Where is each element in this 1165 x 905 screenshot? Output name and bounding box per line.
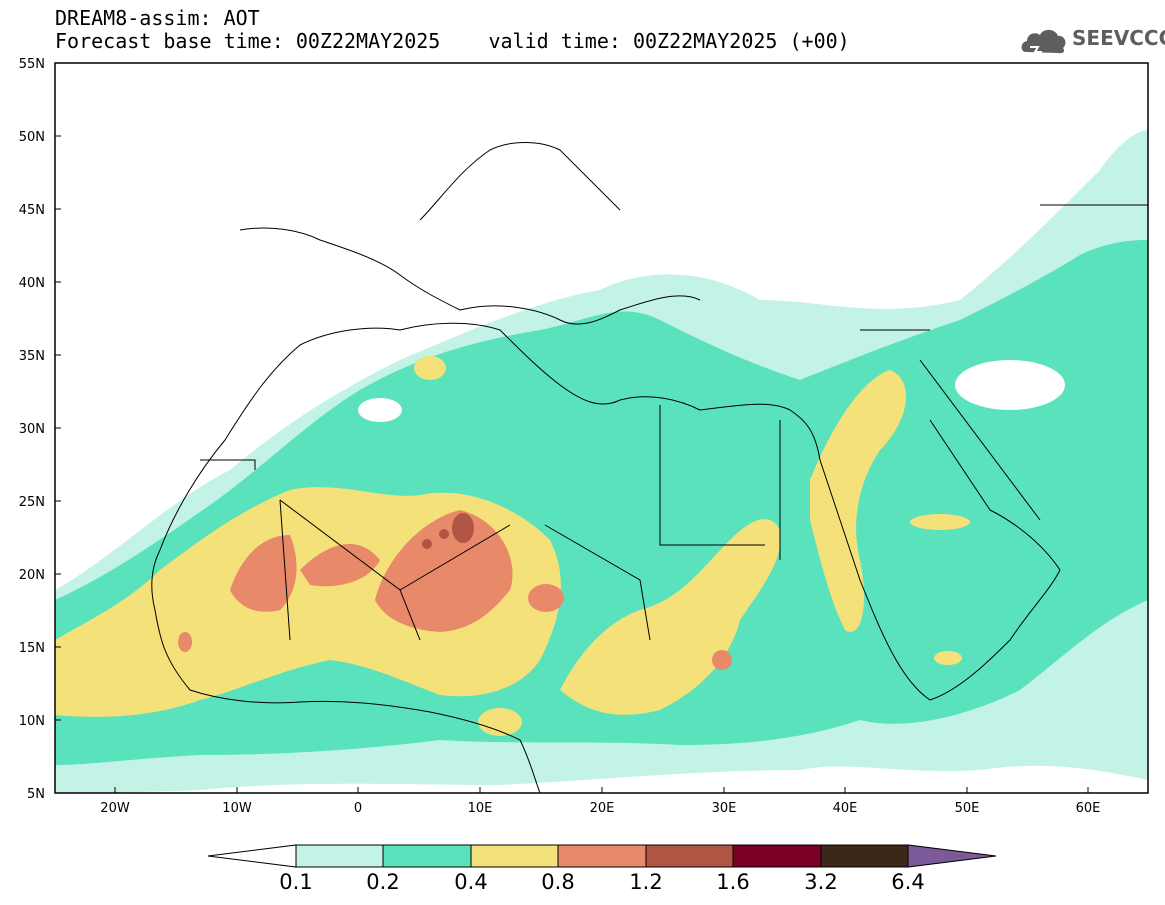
lon-ticks [114,787,1089,793]
lat-label: 35N [19,349,45,364]
lat-labels: 55N 50N 45N 40N 35N 30N 25N 20N 15N 10N … [19,57,45,802]
lon-labels: 20W 10W 0 10E 20E 30E 40E 50E 60E [100,801,1100,816]
colorbar-segment [295,844,384,868]
lon-label: 60E [1076,801,1101,816]
lat-label: 30N [19,422,45,437]
chart-title: DREAM8-assim: AOT [55,6,260,30]
coastlines [151,142,1148,793]
lon-label: 10E [468,801,493,816]
cloud-logo-icon [1021,29,1066,54]
lat-label: 25N [19,495,45,510]
lat-label: 10N [19,714,45,729]
lon-label: 10W [222,801,252,816]
colorbar-segment [645,844,734,868]
lat-label: 15N [19,641,45,656]
lat-label: 20N [19,568,45,583]
aot-band-0.8 [528,584,564,612]
lon-label: 20W [100,801,130,816]
aot-band-0.4-patch [414,356,446,380]
aot-band-0.8 [712,650,732,670]
aot-field [55,130,1148,793]
clear-region [955,360,1065,410]
colorbar-label: 0.4 [454,870,488,894]
colorbar-label: 3.2 [804,870,838,894]
aot-band-1.2 [439,529,449,539]
aot-band-0.4-arabia [810,370,907,632]
aot-band-0.4-east [560,519,781,715]
lat-label: 55N [19,57,45,72]
aot-band-0.8 [230,535,297,612]
lon-label: 40E [833,801,858,816]
aot-band-0.4-patch [478,708,522,736]
colorbar-segment [470,844,559,868]
clear-region [358,398,402,422]
lat-label: 5N [27,787,45,802]
colorbar-label: 1.6 [716,870,750,894]
aot-band-0.8 [375,510,513,632]
colorbar-under-arrow [207,844,297,868]
aot-band-1.2 [422,539,432,549]
lon-label: 20E [590,801,615,816]
lat-label: 50N [19,130,45,145]
lon-label: 0 [354,801,362,816]
lat-ticks [55,62,61,794]
colorbar-label: 0.1 [279,870,313,894]
colorbar-segment [382,844,472,868]
aot-band-0.8 [300,543,380,587]
lat-label: 45N [19,203,45,218]
colorbar-label: 0.8 [541,870,575,894]
lon-label: 50E [955,801,980,816]
colorbar-label: 0.2 [366,870,400,894]
colorbar-label: 1.2 [629,870,663,894]
colorbar-segment [732,844,822,868]
colorbar-segment [557,844,647,868]
logo-text: SEEVCCC [1072,26,1165,50]
aot-band-0.8 [178,632,192,652]
colorbar-segment [820,844,909,868]
aot-band-0.4-patch [934,651,962,665]
forecast-time-subtitle: Forecast base time: 00Z22MAY2025 valid t… [55,29,850,53]
colorbar-label: 6.4 [891,870,925,894]
lon-label: 30E [712,801,737,816]
lat-label: 40N [19,276,45,291]
colorbar-over-arrow [907,844,997,868]
aot-band-1.2 [452,513,474,543]
colorbar [207,844,997,868]
aot-band-0.4-patch [910,514,970,530]
